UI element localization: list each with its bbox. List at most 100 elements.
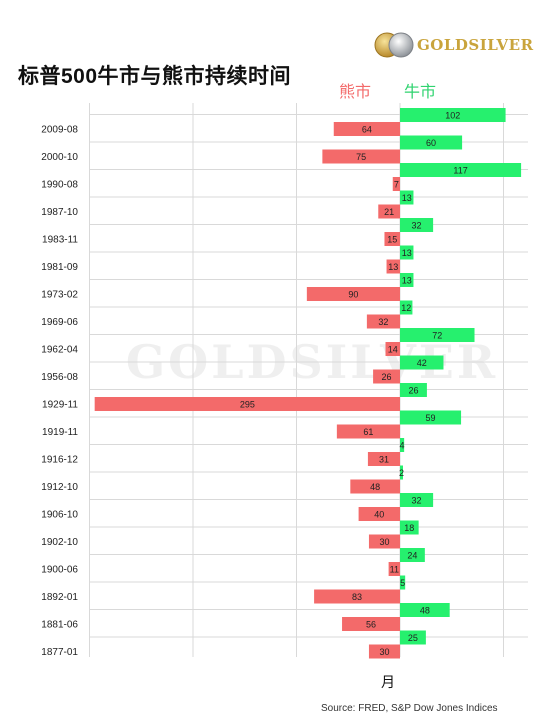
category-tick-label: 1973-02 — [41, 290, 78, 301]
bear-bar — [342, 617, 400, 631]
bear-bar — [366, 314, 400, 329]
category-tick-label: 1981-09 — [41, 262, 78, 273]
bear-value-label: 48 — [370, 482, 380, 492]
bull-value-label: 4 — [400, 441, 405, 451]
bull-value-label: 72 — [432, 331, 442, 341]
category-tick-label: 2000-10 — [41, 152, 78, 163]
bull-value-label: 12 — [401, 303, 411, 313]
bear-value-label: 30 — [379, 647, 389, 657]
bull-value-label: 32 — [412, 496, 422, 506]
bear-bar — [388, 562, 400, 576]
category-tick-label: 1906-10 — [41, 510, 78, 521]
bear-value-label: 21 — [384, 207, 394, 217]
bull-value-label: 25 — [408, 633, 418, 643]
bear-bar — [384, 232, 400, 246]
category-tick-label: 1956-08 — [41, 372, 78, 383]
bull-value-label: 24 — [407, 551, 417, 561]
category-tick-label: 1969-06 — [41, 317, 78, 328]
bull-value-label: 42 — [417, 358, 427, 368]
bear-bar — [333, 122, 400, 136]
bear-bar — [358, 507, 400, 521]
bear-value-label: 14 — [388, 345, 398, 355]
bear-bar — [385, 342, 400, 356]
bear-value-label: 31 — [379, 455, 389, 465]
bull-bar — [400, 245, 414, 260]
category-tick-label: 1902-10 — [41, 537, 78, 548]
bear-bar — [378, 204, 400, 219]
bear-value-label: 32 — [378, 317, 388, 327]
brand-logo: GOLDSILVER — [373, 28, 533, 62]
bull-value-label: 26 — [408, 386, 418, 396]
brand-name: GOLDSILVER — [417, 36, 534, 54]
category-tick-label: 1892-01 — [41, 592, 78, 603]
bear-bar — [306, 287, 400, 301]
bear-value-label: 7 — [394, 180, 399, 190]
bull-value-label: 102 — [445, 111, 460, 121]
coin-icon — [374, 32, 414, 58]
bear-value-label: 11 — [390, 565, 399, 575]
bull-bar — [400, 108, 506, 122]
chart-title: 标普500牛市与熊市持续时间 — [18, 65, 292, 88]
bear-bar — [386, 259, 400, 274]
bull-bar — [400, 218, 434, 232]
bear-value-label: 30 — [379, 537, 389, 547]
bull-bar — [400, 548, 425, 562]
bull-value-label: 48 — [420, 606, 430, 616]
bull-value-label: 18 — [404, 523, 414, 533]
bull-value-label: 2 — [399, 468, 404, 478]
bull-bar — [400, 163, 522, 177]
bull-value-label: 5 — [400, 578, 405, 588]
bull-bar — [400, 520, 419, 535]
bull-bar — [400, 438, 405, 452]
category-tick-label: 1990-08 — [41, 180, 78, 191]
bull-bar — [400, 465, 403, 480]
category-tick-label: 1877-01 — [41, 647, 78, 658]
bear-value-label: 90 — [348, 290, 358, 300]
bear-value-label: 15 — [387, 235, 397, 245]
category-tick-label: 1900-06 — [41, 565, 78, 576]
bear-bar — [368, 644, 400, 659]
category-tick-label: 1912-10 — [41, 482, 78, 493]
category-tick-label: 1916-12 — [41, 455, 78, 466]
x-axis-unit: 月 — [381, 674, 395, 690]
bull-bar — [400, 355, 444, 370]
bear-bar — [392, 177, 400, 191]
bull-bar — [400, 190, 414, 205]
bear-bar — [336, 424, 400, 439]
bear-value-label: 56 — [366, 620, 376, 630]
bull-bar — [400, 135, 463, 150]
category-tick-label: 1983-11 — [42, 235, 78, 246]
bull-bar — [400, 575, 406, 590]
bear-value-label: 64 — [362, 125, 372, 135]
bull-bar — [400, 603, 450, 617]
bear-value-label: 75 — [356, 152, 366, 162]
category-tick-label: 1881-06 — [41, 620, 78, 631]
bull-bar — [400, 300, 413, 315]
bear-value-label: 61 — [363, 427, 373, 437]
category-tick-label: 1962-04 — [41, 345, 78, 356]
bull-value-label: 13 — [402, 248, 412, 258]
bear-bar — [350, 479, 400, 494]
source-note: Source: FRED, S&P Dow Jones Indices — [321, 703, 498, 714]
bull-value-label: 13 — [402, 276, 412, 286]
bull-bar — [400, 410, 462, 425]
bear-bar — [368, 534, 400, 549]
legend-bear-market: 熊市 — [339, 84, 372, 101]
bear-value-label: 13 — [388, 262, 398, 272]
bull-bar — [400, 630, 426, 645]
bull-value-label: 32 — [412, 221, 422, 231]
bull-value-label: 60 — [426, 138, 436, 148]
bear-bar — [322, 149, 400, 164]
category-tick-label: 1929-11 — [42, 400, 78, 411]
bear-bar — [373, 369, 400, 384]
bear-value-label: 83 — [352, 592, 362, 602]
bull-bar — [400, 328, 475, 342]
bear-bar — [314, 589, 400, 604]
bull-bar — [400, 383, 427, 397]
legend-bull-market: 牛市 — [404, 84, 437, 101]
bull-bar — [400, 493, 434, 507]
category-tick-label: 1919-11 — [42, 427, 78, 438]
bull-value-label: 13 — [402, 193, 412, 203]
bear-value-label: 295 — [240, 400, 255, 410]
